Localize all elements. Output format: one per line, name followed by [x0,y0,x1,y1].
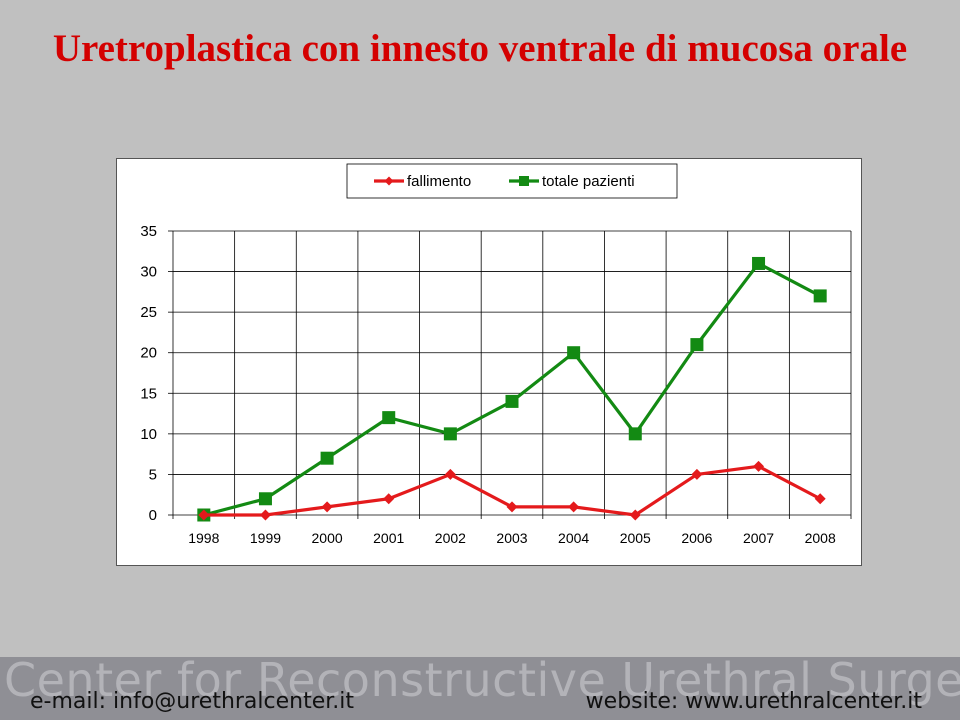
data-point-totale-pazienti [443,427,457,441]
data-point-totale-pazienti [567,346,581,360]
data-point-fallimento [383,493,395,505]
y-tick-label: 0 [149,507,157,524]
data-point-totale-pazienti [382,411,396,425]
legend-marker-totale-pazienti [519,176,529,186]
y-tick-label: 35 [140,223,157,240]
footer-website[interactable]: website: www.urethralcenter.it [585,689,922,714]
x-tick-label: 1999 [250,530,281,546]
y-tick-label: 15 [140,385,157,402]
y-tick-label: 30 [140,264,157,281]
x-tick-label: 1998 [188,530,219,546]
y-tick-label: 25 [140,304,157,321]
data-point-fallimento [691,468,703,480]
data-point-fallimento [321,501,333,513]
legend-marker-fallimento [384,176,394,186]
data-point-fallimento [568,501,580,513]
legend-label: fallimento [407,173,471,190]
x-tick-label: 2003 [496,530,527,546]
data-point-totale-pazienti [320,451,334,465]
x-tick-label: 2002 [435,530,466,546]
data-point-totale-pazienti [258,492,272,506]
y-tick-label: 10 [140,426,157,443]
x-tick-label: 2004 [558,530,589,546]
data-point-fallimento [814,493,826,505]
data-point-fallimento [444,468,456,480]
x-tick-label: 2006 [681,530,712,546]
data-point-fallimento [506,501,518,513]
footer-email[interactable]: e-mail: info@urethralcenter.it [30,689,355,714]
data-point-totale-pazienti [813,289,827,303]
data-point-totale-pazienti [690,338,704,352]
legend-label: totale pazienti [542,173,635,190]
x-tick-label: 2001 [373,530,404,546]
data-point-totale-pazienti [628,427,642,441]
data-point-totale-pazienti [752,256,766,270]
x-tick-label: 2007 [743,530,774,546]
x-tick-label: 2008 [805,530,836,546]
footer-banner: Center for Reconstructive Urethral Surge… [0,657,960,720]
chart-frame: 0 5 10 15 20 25 30 35 1998 1999 2000 2001 2002 2003 20… [116,158,862,566]
y-tick-label: 5 [149,466,157,483]
data-point-totale-pazienti [505,394,519,408]
slide-title: Uretroplastica con innesto ventrale di m… [52,27,908,70]
data-point-fallimento [259,509,271,521]
y-tick-label: 20 [140,345,157,362]
footer-watermark: Center for Reconstructive Urethral Surge… [4,657,960,707]
line-chart: 0 5 10 15 20 25 30 35 1998 1999 2000 2001 2002 2003 20… [140,163,852,546]
data-point-fallimento [753,460,765,472]
data-point-fallimento [198,509,210,521]
x-tick-label: 2005 [620,530,651,546]
x-tick-label: 2000 [312,530,343,546]
data-point-fallimento [629,509,641,521]
